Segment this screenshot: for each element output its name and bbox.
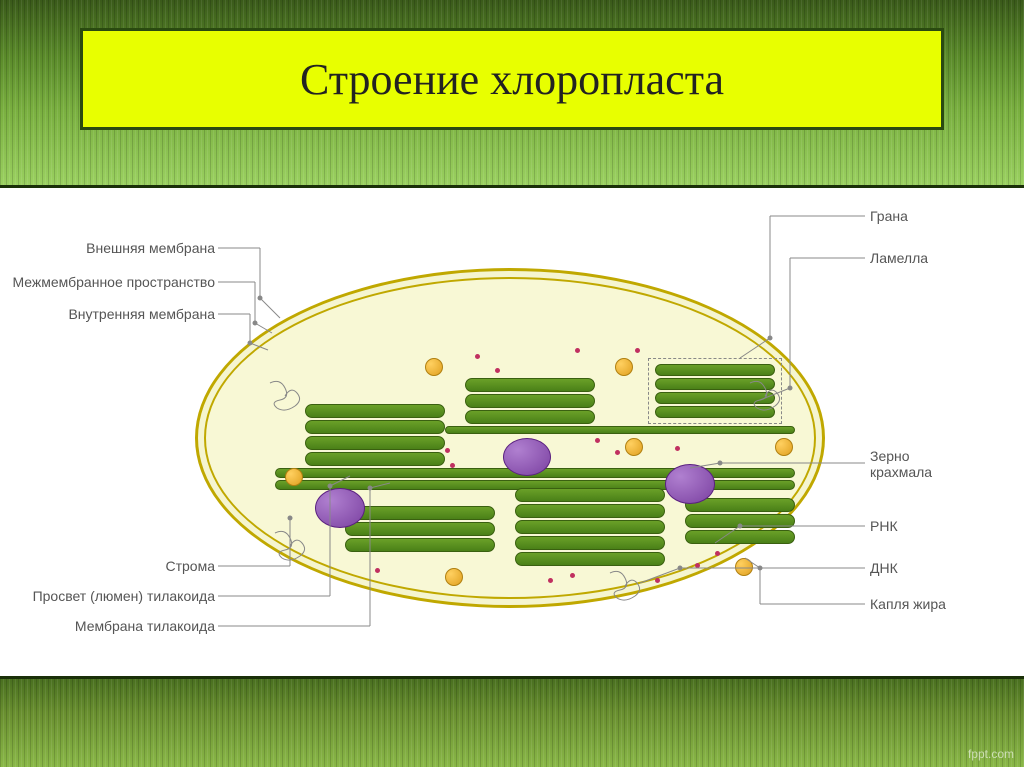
label-lumen: Просвет (люмен) тилакоида: [10, 588, 215, 604]
lipid-droplet: [425, 358, 443, 376]
label-dna: ДНК: [870, 560, 898, 576]
lamella: [445, 426, 795, 434]
thylakoid: [465, 410, 595, 424]
label-rna: РНК: [870, 518, 898, 534]
rna-dot: [695, 563, 700, 568]
rna-dot: [445, 448, 450, 453]
label-lipid: Капля жира: [870, 596, 946, 612]
label-inner_membrane: Внутренняя мембрана: [10, 306, 215, 322]
starch-grain: [665, 464, 715, 504]
rna-dot: [575, 348, 580, 353]
lipid-droplet: [615, 358, 633, 376]
background-grass-bottom: [0, 679, 1024, 767]
dna-strand: [265, 378, 305, 413]
grana-highlight: [648, 358, 782, 424]
thylakoid: [465, 394, 595, 408]
thylakoid: [345, 522, 495, 536]
lipid-droplet: [775, 438, 793, 456]
stroma: [215, 288, 805, 588]
thylakoid: [345, 506, 495, 520]
label-thyl_membrane: Мембрана тилакоида: [10, 618, 215, 634]
rna-dot: [548, 578, 553, 583]
chloroplast: [195, 268, 825, 608]
rna-dot: [635, 348, 640, 353]
lipid-droplet: [625, 438, 643, 456]
watermark: fppt.com: [968, 747, 1014, 761]
rna-dot: [595, 438, 600, 443]
diagram-area: Внешняя мембрана Межмембранное пространст…: [0, 185, 1024, 679]
thylakoid: [515, 488, 665, 502]
rna-dot: [475, 354, 480, 359]
label-stroma: Строма: [10, 558, 215, 574]
label-lamella: Ламелла: [870, 250, 928, 266]
dna-strand: [270, 528, 310, 563]
page-title: Строение хлоропласта: [300, 54, 724, 105]
rna-dot: [570, 573, 575, 578]
label-grana: Грана: [870, 208, 908, 224]
thylakoid: [345, 538, 495, 552]
label-intermembrane: Межмембранное пространство: [10, 274, 215, 290]
title-box: Строение хлоропласта: [80, 28, 944, 130]
starch-grain: [503, 438, 551, 476]
thylakoid: [305, 436, 445, 450]
rna-dot: [675, 446, 680, 451]
rna-dot: [375, 568, 380, 573]
thylakoid: [515, 520, 665, 534]
rna-dot: [615, 450, 620, 455]
thylakoid: [515, 504, 665, 518]
rna-dot: [450, 463, 455, 468]
thylakoid: [305, 452, 445, 466]
dna-strand: [605, 568, 645, 603]
thylakoid: [305, 404, 445, 418]
rna-dot: [655, 578, 660, 583]
thylakoid: [515, 552, 665, 566]
rna-dot: [715, 551, 720, 556]
thylakoid: [685, 514, 795, 528]
rna-dot: [495, 368, 500, 373]
lipid-droplet: [445, 568, 463, 586]
label-starch: Зерно крахмала: [870, 448, 932, 480]
starch-grain: [315, 488, 365, 528]
thylakoid: [305, 420, 445, 434]
label-outer_membrane: Внешняя мембрана: [10, 240, 215, 256]
thylakoid: [515, 536, 665, 550]
thylakoid: [465, 378, 595, 392]
lipid-droplet: [735, 558, 753, 576]
lipid-droplet: [285, 468, 303, 486]
thylakoid: [685, 530, 795, 544]
